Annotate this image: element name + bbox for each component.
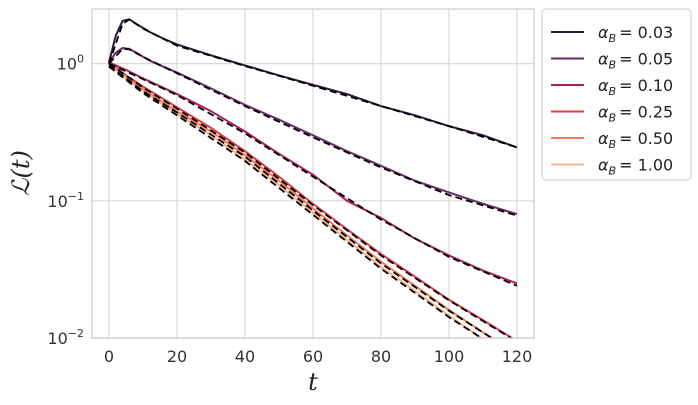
series-line-3 [108, 61, 518, 285]
legend: αB = 0.03 αB = 0.05 αB = 0.10 αB = 0.25 αB = 0.50… [541, 8, 692, 181]
x-tick-label: 80 [371, 347, 391, 366]
x-tick-label: 60 [303, 347, 323, 366]
y-axis-label: ℒ(t) [7, 150, 35, 196]
x-tick-label: 40 [235, 347, 255, 366]
legend-entry-1: αB = 0.03 [598, 23, 673, 45]
fit-lines [108, 18, 518, 338]
x-tick-label: 20 [167, 347, 187, 366]
y-tick-label: 100 [57, 53, 84, 74]
fit-line-4 [108, 62, 513, 338]
fit-line-1 [108, 18, 518, 149]
legend-entry-6: αB = 1.00 [598, 156, 673, 178]
x-tick-labels: 0 20 40 60 80 100 120 [104, 347, 532, 366]
legend-entry-3: αB = 0.10 [598, 76, 673, 98]
fit-line-5 [108, 64, 494, 338]
y-tick-label: 10−2 [47, 327, 84, 348]
fit-line-2 [108, 47, 518, 217]
x-tick-label: 120 [502, 347, 533, 366]
fit-line-6 [108, 65, 484, 338]
x-tick-label: 100 [434, 347, 465, 366]
legend-entry-4: αB = 0.25 [598, 103, 673, 125]
fit-line-3 [108, 62, 518, 287]
x-tick-label: 0 [104, 347, 114, 366]
x-axis-label: t [308, 368, 318, 396]
y-tick-label: 10−1 [47, 190, 84, 211]
plot-frame [91, 8, 535, 339]
legend-entry-5: αB = 0.50 [598, 129, 673, 151]
legend-entry-2: αB = 0.05 [598, 50, 673, 72]
y-tick-labels: 100 10−1 10−2 [47, 53, 84, 348]
